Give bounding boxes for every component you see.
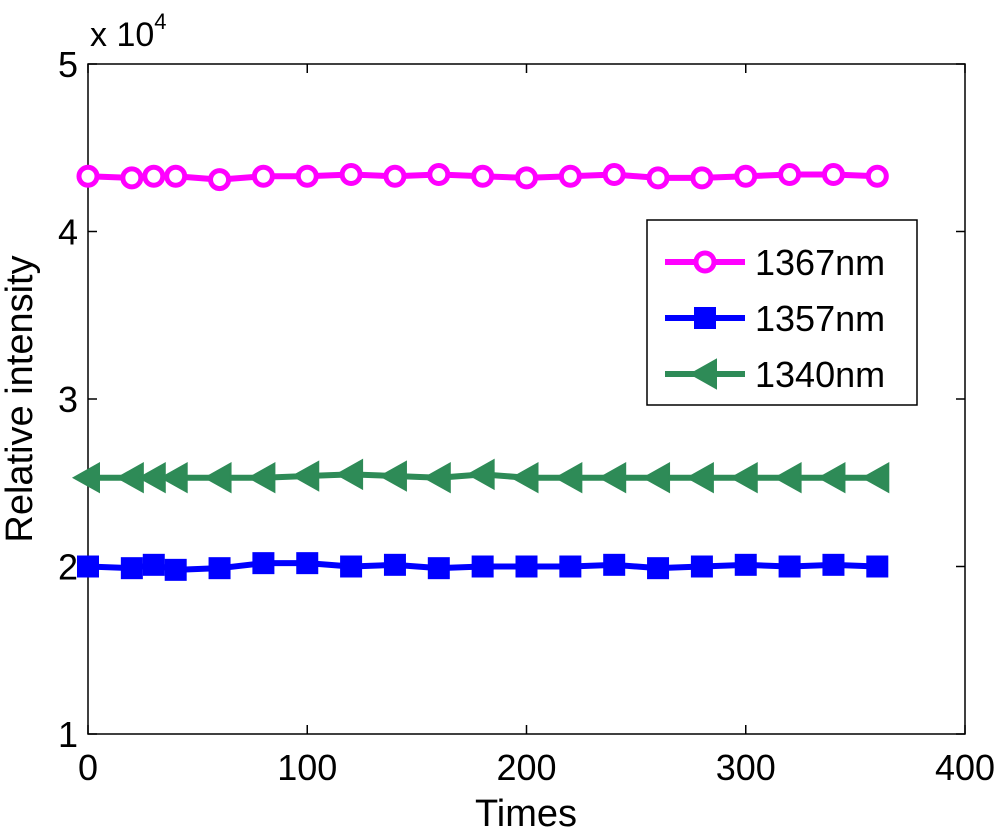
data-point [773,462,802,494]
data-point [646,166,670,190]
series-1357nm [77,552,889,581]
y-exponent-label: x 104 [90,9,167,54]
series-layer [71,163,890,581]
legend-marker [688,358,717,390]
data-point [647,557,670,580]
data-point [685,462,714,494]
data-point [778,163,802,187]
y-tick-label: 5 [58,44,78,85]
data-point [383,164,407,188]
y-tick-label: 1 [58,714,78,755]
data-point [159,462,188,494]
data-point [77,555,99,578]
data-point [471,555,494,578]
data-point [295,164,319,188]
data-point [142,553,165,576]
data-point [120,557,143,580]
legend-item: 1367nm [665,242,885,283]
data-point [422,462,451,494]
data-point [510,462,539,494]
data-point [554,462,583,494]
data-point [208,557,231,580]
x-tick-label: 0 [78,747,98,788]
data-point [817,462,846,494]
y-exponent-power: 4 [154,9,166,34]
data-point [729,462,758,494]
data-point [559,555,582,578]
data-point [335,458,364,491]
data-point [466,458,495,491]
x-tick-label: 300 [716,747,776,788]
data-point [76,164,100,188]
data-point [734,164,758,188]
legend-item: 1357nm [665,298,885,339]
legend-marker [694,307,716,329]
data-point [291,460,320,492]
data-point [378,460,407,492]
data-point [296,552,319,575]
data-point [515,166,538,190]
data-point [822,553,845,576]
data-point [208,168,232,192]
data-point [778,555,801,578]
data-point [558,164,582,188]
data-point [642,462,671,494]
y-tick-label: 3 [58,379,78,420]
data-point [603,553,626,576]
data-point [251,164,275,188]
data-point [252,552,275,575]
data-point [120,166,144,190]
data-point [339,163,363,187]
legend-label: 1357nm [755,298,885,339]
legend-marker [693,250,717,274]
data-point [340,555,363,578]
data-point [598,462,627,494]
legend: 1367nm 1357nm 1340nm [646,219,918,406]
data-point [383,553,406,576]
series-1367nm [76,163,889,192]
data-point [690,555,713,578]
y-tick-label: 4 [58,212,78,253]
series-1340nm [71,458,890,494]
data-point [142,164,166,188]
data-point [861,462,890,494]
data-point [203,462,232,494]
data-point [690,166,714,190]
data-point [164,164,188,188]
data-point [427,557,450,580]
data-point [866,555,889,578]
x-tick-label: 200 [496,747,556,788]
legend-item: 1340nm [665,354,885,395]
x-tick-label: 100 [277,747,337,788]
data-point [164,558,187,581]
x-tick-label: 400 [935,747,995,788]
data-point [427,163,451,187]
data-point [471,164,495,188]
data-point [865,164,889,188]
data-point [821,163,845,187]
data-point [515,555,538,578]
y-axis-label: Relative intensity [0,255,41,542]
data-point [247,462,276,494]
axis-ticks: 0 100 200 300 400 1 2 3 4 5 [58,44,995,788]
legend-label: 1367nm [755,242,885,283]
legend-label: 1340nm [755,354,885,395]
x-axis-label: Times [475,793,577,831]
y-tick-label: 2 [58,547,78,588]
data-point [71,462,100,494]
data-point [602,163,626,187]
data-point [734,553,757,576]
